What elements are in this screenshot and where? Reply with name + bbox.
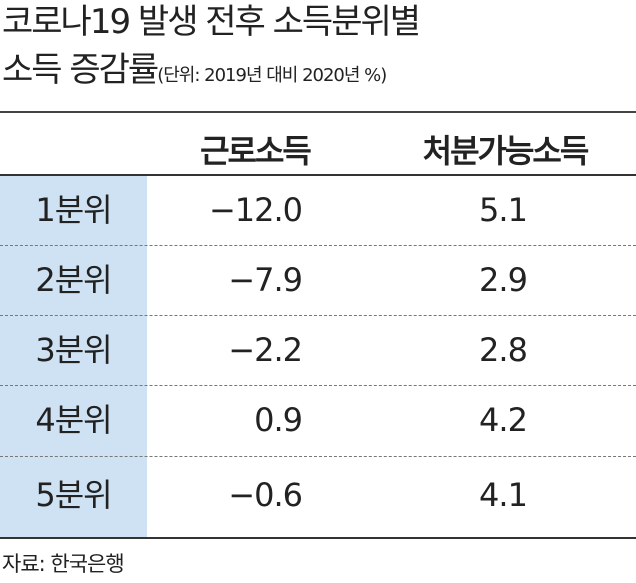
title: 코로나19 발생 전후 소득분위별 (2, 2, 421, 42)
unit: (단위: 2019년 대비 2020년 %) (157, 65, 387, 86)
source: 자료: 한국은행 (2, 552, 125, 576)
row-divider (0, 385, 636, 386)
row-header: 4분위 (35, 401, 112, 439)
row-header: 3분위 (35, 331, 112, 369)
cell: 0.9 (254, 401, 303, 439)
title: 소득 증감률 (2, 50, 159, 90)
rule (0, 174, 636, 176)
row-header-background (0, 176, 147, 537)
cell: 4.1 (479, 476, 528, 514)
column-header: 근로소득 (200, 132, 312, 170)
cell: −7.9 (228, 261, 303, 299)
rule (0, 537, 636, 539)
row-divider (0, 245, 636, 246)
cell: −0.6 (228, 476, 303, 514)
rule (0, 111, 636, 113)
cell: 5.1 (479, 191, 528, 229)
title-line: 소득 증감률(단위: 2019년 대비 2020년 %) (2, 50, 387, 96)
cell: 2.8 (479, 331, 528, 369)
cell: 4.2 (479, 401, 528, 439)
cell: −12.0 (208, 191, 303, 229)
row-header: 5분위 (35, 476, 112, 514)
row-header: 1분위 (35, 191, 112, 229)
row-header: 2분위 (35, 261, 112, 299)
cell: −2.2 (228, 331, 303, 369)
cell: 2.9 (479, 261, 528, 299)
row-divider (0, 456, 636, 457)
column-header: 처분가능소득 (422, 132, 590, 170)
row-divider (0, 315, 636, 316)
